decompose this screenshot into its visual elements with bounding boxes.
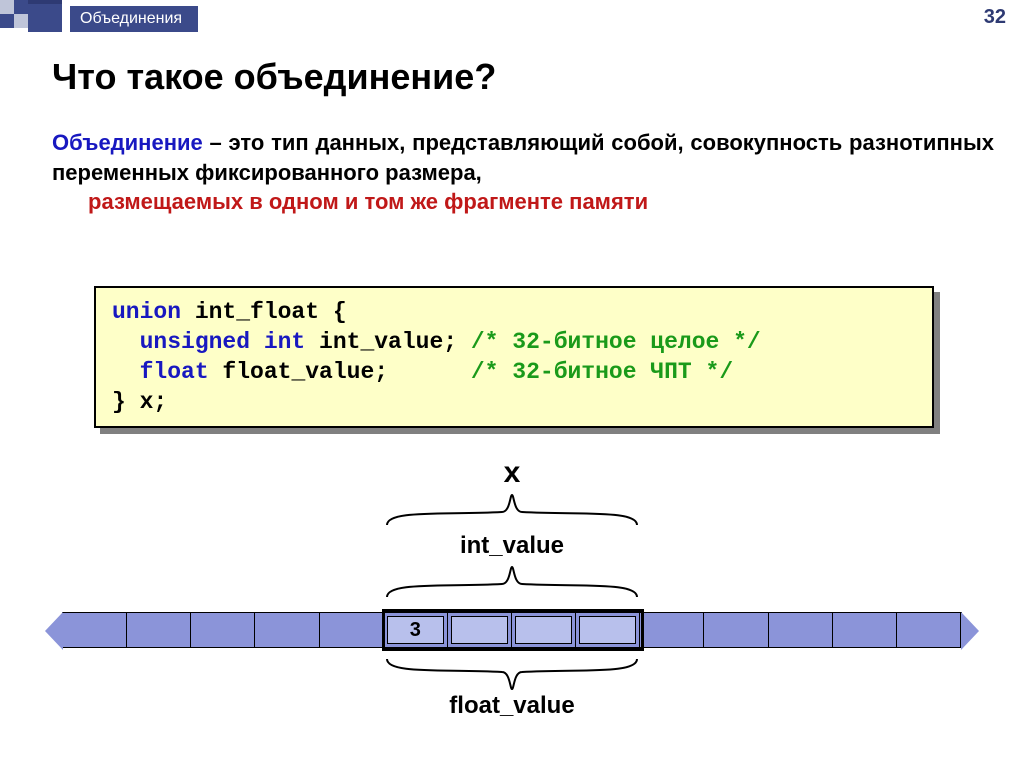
memory-cell [191, 613, 255, 647]
memory-cell [63, 613, 127, 647]
memory-diagram: x int_value float_value 3 [0, 456, 1024, 756]
memory-cell [127, 613, 191, 647]
page-number: 32 [984, 6, 1006, 29]
code-box: union int_float { unsigned int int_value… [94, 286, 934, 428]
memory-cell [320, 613, 384, 647]
memory-cell [512, 613, 576, 647]
brace-float [382, 654, 642, 694]
code-keyword: float [112, 359, 209, 385]
code-text: int_value; [305, 329, 471, 355]
brace-int [382, 562, 642, 602]
memory-cell [576, 613, 640, 647]
memory-cell-highlight: 3 [387, 616, 444, 644]
code-comment: /* 32-битное ЧПТ */ [471, 359, 733, 385]
section-tab: Объединения [70, 6, 198, 32]
page-title: Что такое объединение? [52, 56, 496, 98]
memory-cell-highlight [579, 616, 636, 644]
memory-cell [704, 613, 768, 647]
code-comment: /* 32-битное целое */ [471, 329, 761, 355]
memory-strip: 3 [62, 612, 962, 648]
memory-cell: 3 [384, 613, 448, 647]
diagram-label-int: int_value [0, 532, 1024, 560]
code-text: } x; [112, 389, 167, 415]
definition-emphasis: размещаемых в одном и том же фрагменте п… [88, 189, 648, 214]
corner-decor [0, 0, 70, 36]
memory-cell-highlight [515, 616, 572, 644]
memory-cell [448, 613, 512, 647]
code-text: float_value; [209, 359, 471, 385]
memory-cell [640, 613, 704, 647]
diagram-label-float: float_value [0, 692, 1024, 720]
memory-cell [769, 613, 833, 647]
code-text: int_float { [181, 299, 347, 325]
header-bar: Объединения 32 [0, 0, 1024, 36]
memory-cell [897, 613, 961, 647]
memory-cell [833, 613, 897, 647]
brace-x [382, 490, 642, 530]
definition-term: Объединение [52, 130, 203, 155]
code-keyword: union [112, 299, 181, 325]
code-keyword: unsigned int [112, 329, 305, 355]
memory-cell-highlight [451, 616, 508, 644]
diagram-label-x: x [0, 456, 1024, 490]
definition-text: Объединение – это тип данных, представля… [52, 128, 994, 217]
memory-cell [255, 613, 319, 647]
